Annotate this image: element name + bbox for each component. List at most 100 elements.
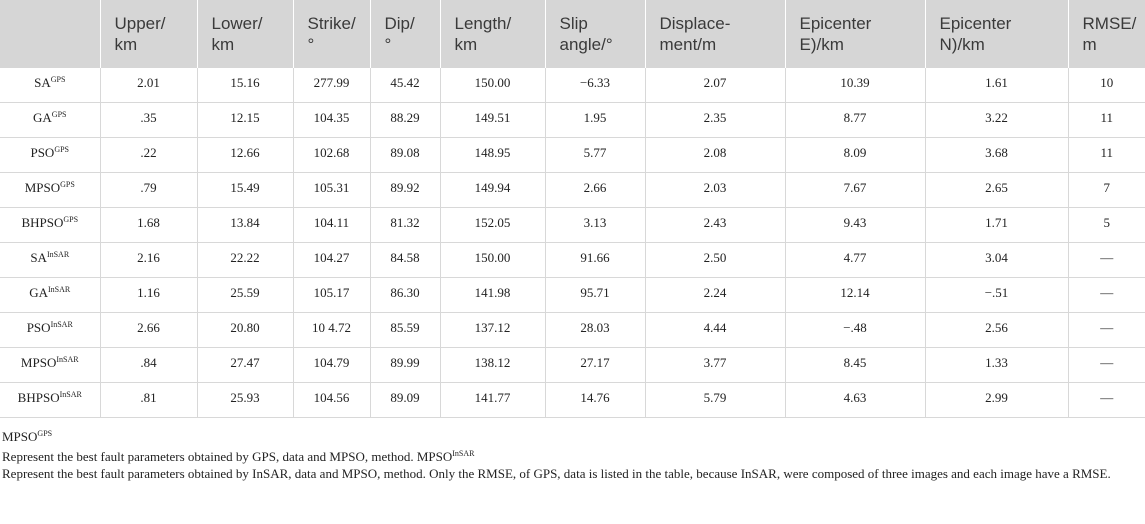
value-cell: .84	[99, 347, 197, 383]
value-cell: 15.49	[196, 172, 293, 208]
value-cell: 148.95	[439, 137, 545, 173]
value-cell: 81.32	[369, 207, 440, 243]
value-cell: 12.15	[196, 102, 293, 138]
note-superscript: InSAR	[452, 449, 475, 458]
method-cell: GAGPS	[0, 102, 100, 138]
value-cell: 2.99	[924, 382, 1068, 418]
value-cell: 25.59	[196, 277, 293, 313]
note-superscript: GPS	[37, 429, 53, 438]
value-cell: 45.42	[369, 68, 440, 103]
value-cell: 3.77	[644, 347, 785, 383]
header-cell: Length/km	[439, 0, 545, 68]
header-text: Upper/	[114, 14, 166, 33]
value-cell: 89.99	[369, 347, 440, 383]
header-text: km	[114, 35, 138, 54]
method-name: GA	[29, 285, 49, 300]
method-name: PSO	[30, 145, 55, 160]
header-text: km	[211, 35, 235, 54]
value-cell: 8.77	[784, 102, 925, 138]
header-text: E)/km	[799, 35, 844, 54]
header-cell: Epicenter N)/km	[924, 0, 1068, 68]
method-data-source: InSAR	[50, 320, 73, 329]
method-cell: BHPSOGPS	[0, 207, 100, 243]
method-data-source: InSAR	[56, 355, 79, 364]
method-cell: SAInSAR	[0, 242, 100, 278]
method-cell: GAInSAR	[0, 277, 100, 313]
note-text: Represent the best fault parameters obta…	[2, 466, 1111, 481]
value-cell: 138.12	[439, 347, 545, 383]
value-cell: 91.66	[544, 242, 645, 278]
value-cell: 104.79	[292, 347, 370, 383]
value-cell: 85.59	[369, 312, 440, 348]
value-cell: 2.56	[924, 312, 1068, 348]
method-data-source: InSAR	[48, 285, 71, 294]
value-cell: 2.08	[644, 137, 785, 173]
value-cell: 5.79	[644, 382, 785, 418]
value-cell: 4.77	[784, 242, 925, 278]
header-text: Lower/	[211, 14, 263, 33]
header-text: Epicenter	[939, 14, 1012, 33]
value-cell: .22	[99, 137, 197, 173]
value-cell: −.51	[924, 277, 1068, 313]
value-cell: 7	[1067, 172, 1145, 208]
value-cell: 1.61	[924, 68, 1068, 103]
table-row: PSOInSAR 2.66 20.80 10 4.72 85.59 137.12 28.03…	[0, 312, 1145, 348]
method-cell: MPSOInSAR	[0, 347, 100, 383]
value-cell: 2.50	[644, 242, 785, 278]
value-cell: 10 4.72	[292, 312, 370, 348]
note-line: Represent the best fault parameters obta…	[2, 446, 1145, 465]
header-cell: Slip angle/°	[544, 0, 645, 68]
value-cell: —	[1067, 382, 1145, 418]
table-row: SAInSAR 2.16 22.22 104.27 84.58 150.00 91.66 2.…	[0, 242, 1145, 278]
method-data-source: GPS	[54, 145, 70, 154]
value-cell: 88.29	[369, 102, 440, 138]
method-name: PSO	[26, 320, 51, 335]
table-row: GAInSAR 1.16 25.59 105.17 86.30 141.98 95.71 2.…	[0, 277, 1145, 313]
value-cell: 1.68	[99, 207, 197, 243]
value-cell: 2.66	[99, 312, 197, 348]
value-cell: 28.03	[544, 312, 645, 348]
value-cell: 11	[1067, 102, 1145, 138]
value-cell: 1.16	[99, 277, 197, 313]
header-text: °	[384, 35, 392, 54]
value-cell: 104.27	[292, 242, 370, 278]
method-data-source: GPS	[50, 75, 66, 84]
value-cell: 8.09	[784, 137, 925, 173]
header-text: angle/°	[559, 35, 613, 54]
header-cell: Dip/ °	[369, 0, 440, 68]
method-data-source: GPS	[63, 215, 79, 224]
table-row: BHPSOInSAR .81 25.93 104.56 89.09 141.77 14.76…	[0, 382, 1145, 418]
value-cell: 104.56	[292, 382, 370, 418]
value-cell: 10.39	[784, 68, 925, 103]
note-text: MPSO	[2, 429, 38, 444]
method-name: MPSO	[20, 355, 57, 370]
value-cell: 3.68	[924, 137, 1068, 173]
value-cell: —	[1067, 347, 1145, 383]
value-cell: 150.00	[439, 242, 545, 278]
value-cell: 141.98	[439, 277, 545, 313]
table-row: GAGPS .35 12.15 104.35 88.29 149.51 1.95 2.35 8.…	[0, 102, 1145, 138]
value-cell: .79	[99, 172, 197, 208]
table-row: MPSOInSAR .84 27.47 104.79 89.99 138.12 27.17 3…	[0, 347, 1145, 383]
method-data-source: InSAR	[59, 390, 82, 399]
value-cell: 1.95	[544, 102, 645, 138]
value-cell: 149.51	[439, 102, 545, 138]
value-cell: 105.31	[292, 172, 370, 208]
value-cell: 7.67	[784, 172, 925, 208]
value-cell: 2.35	[644, 102, 785, 138]
method-cell: PSOInSAR	[0, 312, 100, 348]
value-cell: 3.22	[924, 102, 1068, 138]
value-cell: 150.00	[439, 68, 545, 103]
note-line: MPSOGPS	[2, 426, 1145, 445]
value-cell: 2.07	[644, 68, 785, 103]
value-cell: 4.63	[784, 382, 925, 418]
method-cell: BHPSOInSAR	[0, 382, 100, 418]
value-cell: 95.71	[544, 277, 645, 313]
table-row: SAGPS 2.01 15.16 277.99 45.42 150.00 −6.33 2.07…	[0, 68, 1145, 103]
value-cell: 277.99	[292, 68, 370, 103]
header-row: Upper/km Lower/km Strike/° Dip/° Length/km Sl…	[0, 0, 1145, 68]
value-cell: 2.01	[99, 68, 197, 103]
method-cell: MPSOGPS	[0, 172, 100, 208]
value-cell: 84.58	[369, 242, 440, 278]
